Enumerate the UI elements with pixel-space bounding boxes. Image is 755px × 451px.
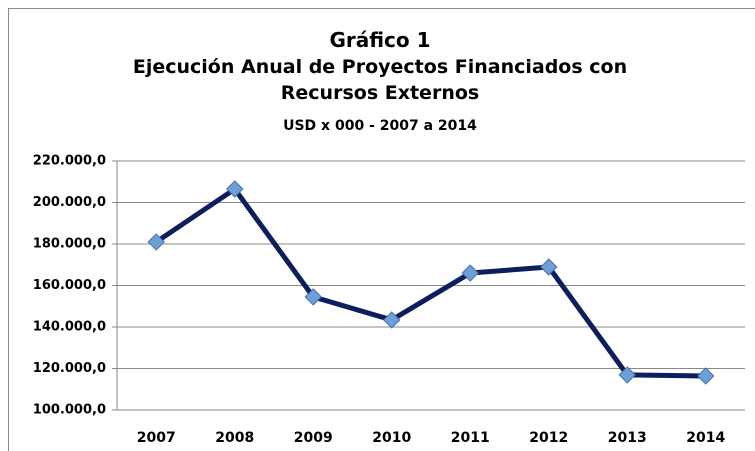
x-tick-label: 2012 [529, 430, 568, 446]
x-tick-label: 2013 [608, 430, 647, 446]
chart-frame [8, 8, 755, 451]
marker [383, 311, 401, 329]
y-tick-label: 180.000,0 [33, 237, 106, 252]
x-tick-label: 2014 [686, 430, 725, 446]
y-tick-label: 220.000,0 [33, 154, 106, 169]
chart-title: Gráfico 1 [329, 28, 431, 52]
marker [147, 233, 165, 251]
marker [540, 258, 558, 276]
y-tick-label: 120.000,0 [33, 361, 106, 376]
line [154, 186, 706, 379]
marker [618, 366, 636, 384]
marker [461, 264, 479, 282]
chart-subtitle: USD x 000 - 2007 a 2014 [283, 118, 477, 134]
x-tick-label: 2008 [215, 430, 254, 446]
marker [697, 367, 715, 385]
chart-title: Ejecución Anual de Proyectos Financiados… [132, 56, 628, 104]
y-tick-label: 100.000,0 [33, 403, 106, 418]
x-tick-label: 2010 [372, 430, 411, 446]
marker [226, 180, 244, 198]
x-tick-label: 2007 [137, 430, 176, 446]
x-tick-label: 2011 [451, 430, 490, 446]
y-tick-label: 140.000,0 [33, 320, 106, 335]
y-tick-label: 160.000,0 [33, 278, 106, 293]
y-tick-label: 200.000,0 [33, 195, 106, 210]
marker [304, 288, 322, 306]
x-tick-label: 2009 [294, 430, 333, 446]
